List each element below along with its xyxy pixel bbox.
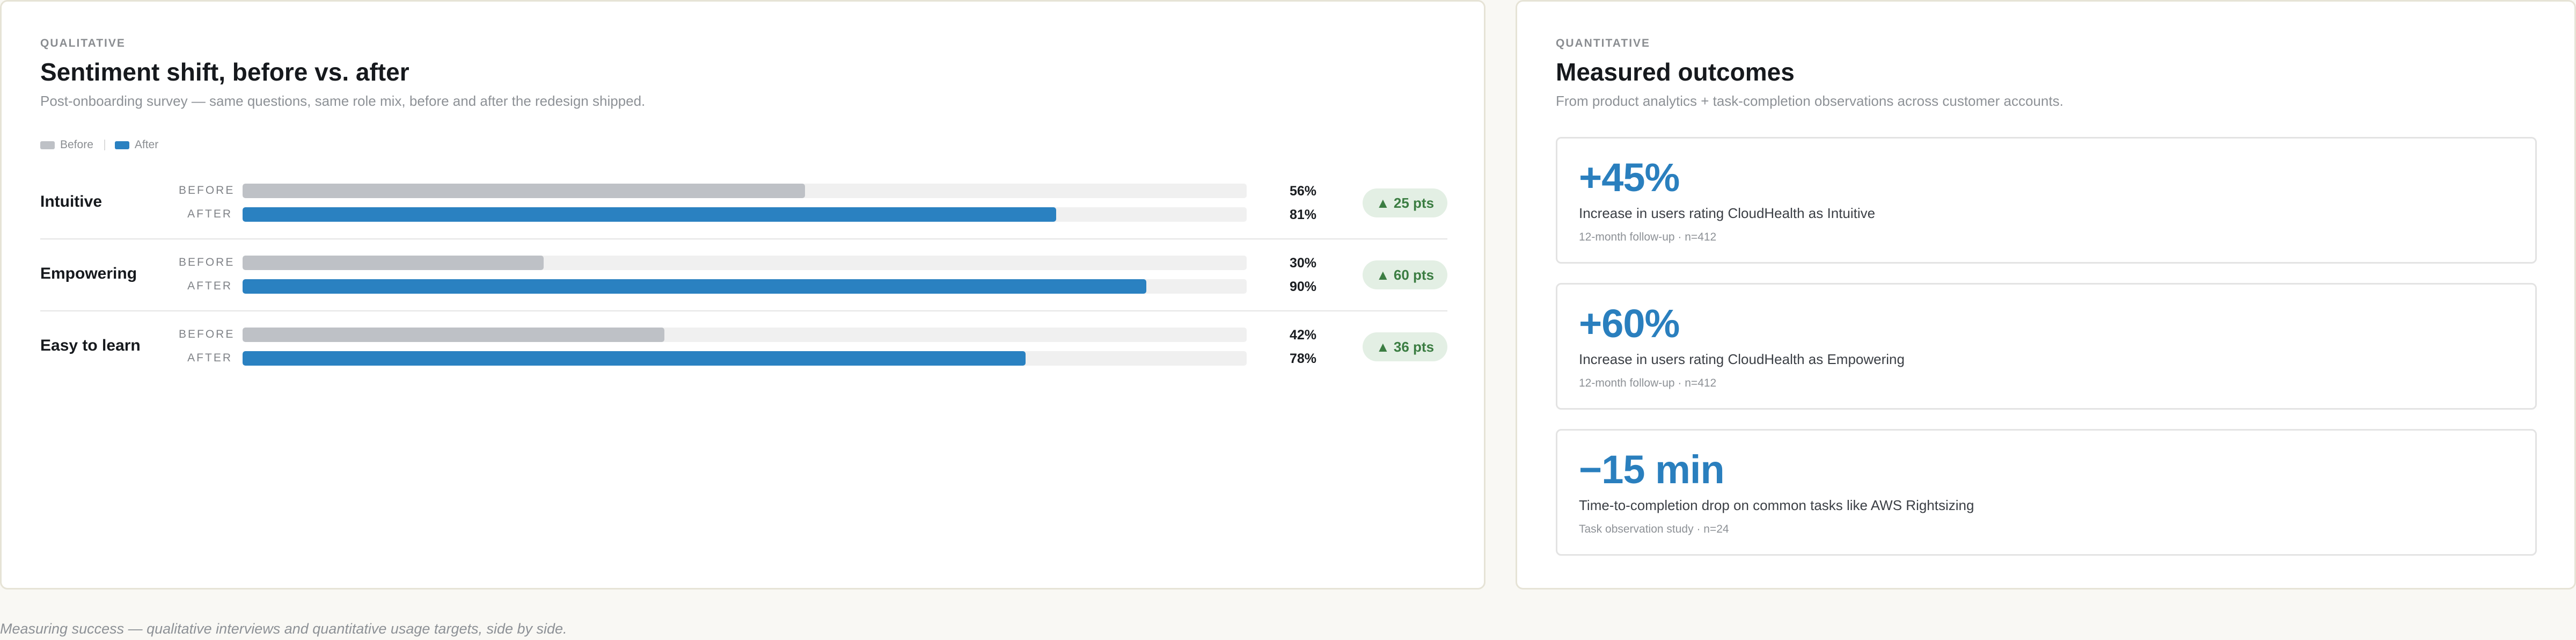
row-label-intuitive: Intuitive <box>40 193 103 210</box>
legend-after-label: After <box>134 139 159 151</box>
legend-before-swatch <box>40 141 55 149</box>
metric-value: +45% <box>1579 155 1680 200</box>
series-tag-after: AFTER <box>187 352 232 364</box>
pct-before-intuitive: 56% <box>1289 184 1316 199</box>
metric-note: 12-month follow-up · n=412 <box>1579 377 1717 389</box>
legend-before: Before <box>40 139 93 151</box>
metric-value: +60% <box>1579 301 1680 346</box>
pct-before-empowering: 30% <box>1289 256 1316 271</box>
pct-before-easy-to-learn: 42% <box>1289 328 1316 343</box>
qualitative-eyebrow: QUALITATIVE <box>40 37 126 49</box>
pct-after-empowering: 90% <box>1289 279 1316 294</box>
bar-track <box>243 279 1247 294</box>
pct-after-intuitive: 81% <box>1289 207 1316 222</box>
bar-track <box>243 256 1247 270</box>
metric-note: Task observation study · n=24 <box>1579 523 1729 535</box>
qualitative-subtitle: Post-onboarding survey — same questions,… <box>40 93 646 109</box>
pct-after-easy-to-learn: 78% <box>1289 351 1316 366</box>
metric-value: −15 min <box>1579 447 1725 492</box>
bar-after-empowering <box>243 279 1146 294</box>
row-label-empowering: Empowering <box>40 265 137 282</box>
legend-after-swatch <box>114 141 129 149</box>
series-tag-after: AFTER <box>187 208 232 220</box>
row-divider <box>40 238 1447 239</box>
bar-track <box>243 184 1247 198</box>
metric-note: 12-month follow-up · n=412 <box>1579 231 1717 243</box>
legend-before-label: Before <box>60 139 93 151</box>
metric-description: Time-to-completion drop on common tasks … <box>1579 497 1974 513</box>
chart-legend: Before After <box>40 139 169 151</box>
metric-description: Increase in users rating CloudHealth as … <box>1579 351 1905 367</box>
legend-after: After <box>114 139 159 151</box>
bar-before-empowering <box>243 256 544 270</box>
delta-badge-intuitive: ▲ 25 pts <box>1363 188 1447 217</box>
series-tag-before: BEFORE <box>179 328 235 340</box>
delta-badge-easy-to-learn: ▲ 36 pts <box>1363 332 1447 361</box>
metric-description: Increase in users rating CloudHealth as … <box>1579 205 1876 221</box>
bar-before-easy-to-learn <box>243 328 664 342</box>
bar-track <box>243 328 1247 342</box>
row-divider <box>40 310 1447 311</box>
delta-badge-empowering: ▲ 60 pts <box>1363 260 1447 289</box>
bar-after-intuitive <box>243 207 1056 222</box>
metric-card-intuitive: +45% Increase in users rating CloudHealt… <box>1556 137 2537 264</box>
metric-card-time: −15 min Time-to-completion drop on commo… <box>1556 429 2537 556</box>
bar-track <box>243 351 1247 366</box>
qualitative-title: Sentiment shift, before vs. after <box>40 58 409 86</box>
bar-after-easy-to-learn <box>243 351 1026 366</box>
qualitative-card: QUALITATIVE Sentiment shift, before vs. … <box>0 0 1485 590</box>
legend-separator <box>104 140 105 150</box>
series-tag-before: BEFORE <box>179 184 235 197</box>
quantitative-subtitle: From product analytics + task-completion… <box>1556 93 2063 109</box>
series-tag-before: BEFORE <box>179 256 235 268</box>
quantitative-card: QUANTITATIVE Measured outcomes From prod… <box>1516 0 2576 590</box>
bar-before-intuitive <box>243 184 805 198</box>
bar-track <box>243 207 1247 222</box>
quantitative-title: Measured outcomes <box>1556 58 1795 86</box>
row-label-easy-to-learn: Easy to learn <box>40 337 141 354</box>
quantitative-eyebrow: QUANTITATIVE <box>1556 37 1651 49</box>
series-tag-after: AFTER <box>187 280 232 292</box>
metric-card-empowering: +60% Increase in users rating CloudHealt… <box>1556 283 2537 410</box>
figure-caption: Measuring success — qualitative intervie… <box>0 621 567 637</box>
